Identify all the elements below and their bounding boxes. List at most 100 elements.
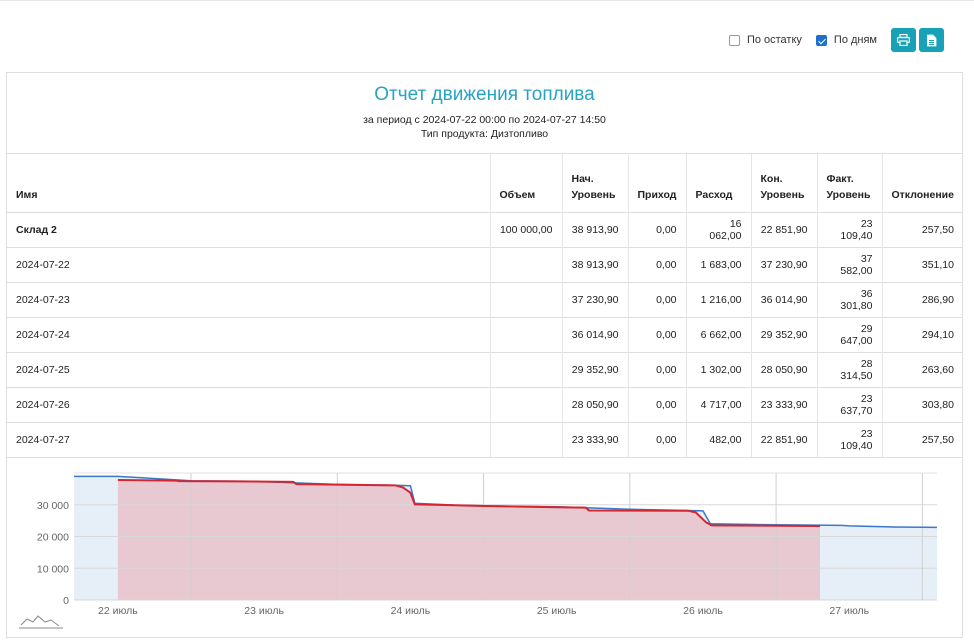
cell-dev: 257,50 — [881, 422, 963, 458]
cell-name: 2024-07-27 — [7, 422, 490, 458]
cell-end: 28 050,90 — [750, 352, 817, 388]
cell-fact: 37 582,00 — [816, 247, 882, 283]
x-tick-label: 24 июль — [391, 605, 431, 617]
series-line-1 — [117, 479, 821, 527]
column-header-end-level[interactable]: Кон. Уровень — [750, 153, 817, 213]
table-row[interactable]: 2024-07-23 37 230,90 0,00 1 216,00 36 014,90… — [7, 282, 963, 318]
cell-name: 2024-07-25 — [7, 352, 490, 388]
cell-out: 4 717,00 — [685, 387, 751, 423]
cell-in: 0,00 — [627, 282, 686, 318]
column-header-consumption[interactable]: Расход — [685, 153, 751, 213]
table-row[interactable]: 2024-07-24 36 014,90 0,00 6 662,00 29 352,90… — [7, 317, 963, 353]
report-product-type: Тип продукта: Дизтопливо — [420, 128, 549, 140]
cell-dev: 303,80 — [881, 387, 963, 423]
cell-start: 23 333,90 — [561, 422, 628, 458]
cell-start: 29 352,90 — [561, 352, 628, 388]
table-row[interactable]: 2024-07-25 29 352,90 0,00 1 302,00 28 050,90… — [7, 352, 963, 388]
cell-in: 0,00 — [627, 317, 686, 353]
column-header-fact-level[interactable]: Факт. Уровень — [816, 153, 882, 213]
y-tick-label: 10 000 — [37, 563, 69, 575]
cell-in: 0,00 — [627, 352, 686, 388]
cell-volume — [489, 387, 562, 423]
cell-volume — [489, 317, 562, 353]
cell-start: 36 014,90 — [561, 317, 628, 353]
cell-fact: 23 637,70 — [816, 387, 882, 423]
table-row[interactable]: 2024-07-27 23 333,90 0,00 482,00 22 851,90 23… — [7, 422, 963, 458]
cell-end: 37 230,90 — [750, 247, 817, 283]
by-days-checkbox[interactable]: По дням — [815, 34, 877, 46]
cell-name: Склад 2 — [7, 212, 490, 248]
fuel-movement-table: Имя Объем Нач. Уровень Приход Расход Кон.… — [7, 153, 963, 458]
cell-fact: 23 109,40 — [816, 422, 882, 458]
y-tick-label: 20 000 — [37, 532, 69, 544]
column-header-name[interactable]: Имя — [7, 153, 490, 213]
spreadsheet-icon — [927, 34, 937, 46]
y-tick-label: 30 000 — [37, 500, 69, 512]
series-area-1 — [117, 480, 820, 600]
table-row[interactable]: Склад 2 100 000,00 38 913,90 0,00 16 062,00 2… — [7, 212, 963, 248]
x-tick-label: 26 июль — [683, 605, 723, 617]
cell-dev: 257,50 — [881, 212, 963, 248]
cell-in: 0,00 — [627, 422, 686, 458]
cell-fact: 29 647,00 — [816, 317, 882, 353]
report-period: за период с 2024-07-22 00:00 по 2024-07-… — [363, 114, 606, 126]
cell-end: 23 333,90 — [750, 387, 817, 423]
cell-out: 482,00 — [685, 422, 751, 458]
x-tick-label: 27 июль — [829, 605, 869, 617]
cell-out: 16 062,00 — [685, 212, 751, 248]
by-remainder-label: По остатку — [746, 34, 802, 46]
by-days-label: По дням — [833, 34, 877, 46]
column-header-income[interactable]: Приход — [627, 153, 686, 213]
cell-volume — [489, 247, 562, 283]
cell-volume — [489, 282, 562, 318]
cell-end: 36 014,90 — [750, 282, 817, 318]
cell-dev: 286,90 — [881, 282, 963, 318]
cell-name: 2024-07-23 — [7, 282, 490, 318]
column-header-start-level[interactable]: Нач. Уровень — [561, 153, 628, 213]
report-toolbar: По остатку По дням — [728, 28, 944, 52]
cell-in: 0,00 — [627, 212, 686, 248]
cell-fact: 28 314,50 — [816, 352, 882, 388]
cell-start: 38 913,90 — [561, 247, 628, 283]
printer-icon — [897, 34, 910, 46]
report-title: Отчет движения топлива — [374, 84, 595, 105]
cell-volume: 100 000,00 — [489, 212, 562, 248]
x-tick-label: 22 июль — [98, 605, 138, 617]
by-days-checkbox-box[interactable] — [815, 34, 827, 46]
cell-out: 6 662,00 — [685, 317, 751, 353]
cell-name: 2024-07-22 — [7, 247, 490, 283]
cell-in: 0,00 — [627, 247, 686, 283]
cell-out: 1 302,00 — [685, 352, 751, 388]
cell-end: 22 851,90 — [750, 422, 817, 458]
cell-dev: 263,60 — [881, 352, 963, 388]
x-tick-label: 25 июль — [537, 605, 577, 617]
export-excel-button[interactable] — [919, 28, 944, 52]
by-remainder-checkbox-box[interactable] — [728, 34, 740, 46]
cell-start: 28 050,90 — [561, 387, 628, 423]
cell-dev: 294,10 — [881, 317, 963, 353]
y-tick-label: 0 — [63, 595, 69, 607]
table-header-row: Имя Объем Нач. Уровень Приход Расход Кон.… — [7, 153, 963, 213]
chart-navigator-icon — [20, 615, 60, 627]
column-header-deviation[interactable]: Отклонение — [881, 153, 963, 213]
cell-start: 37 230,90 — [561, 282, 628, 318]
cell-in: 0,00 — [627, 387, 686, 423]
cell-out: 1 216,00 — [685, 282, 751, 318]
cell-end: 22 851,90 — [750, 212, 817, 248]
cell-end: 29 352,90 — [750, 317, 817, 353]
top-divider — [0, 0, 974, 1]
cell-name: 2024-07-24 — [7, 317, 490, 353]
cell-dev: 351,10 — [881, 247, 963, 283]
column-header-volume[interactable]: Объем — [489, 153, 562, 213]
fuel-level-chart: 0 10 000 20 000 30 000 22 июль 23 июль 24 июль… — [19, 472, 938, 629]
by-remainder-checkbox[interactable]: По остатку — [728, 34, 802, 46]
cell-fact: 23 109,40 — [816, 212, 882, 248]
x-tick-label: 23 июль — [244, 605, 284, 617]
table-row[interactable]: 2024-07-26 28 050,90 0,00 4 717,00 23 333,90… — [7, 387, 963, 423]
cell-name: 2024-07-26 — [7, 387, 490, 423]
print-button[interactable] — [891, 28, 916, 52]
cell-start: 38 913,90 — [561, 212, 628, 248]
cell-volume — [489, 352, 562, 388]
table-row[interactable]: 2024-07-22 38 913,90 0,00 1 683,00 37 230,90… — [7, 247, 963, 283]
cell-volume — [489, 422, 562, 458]
